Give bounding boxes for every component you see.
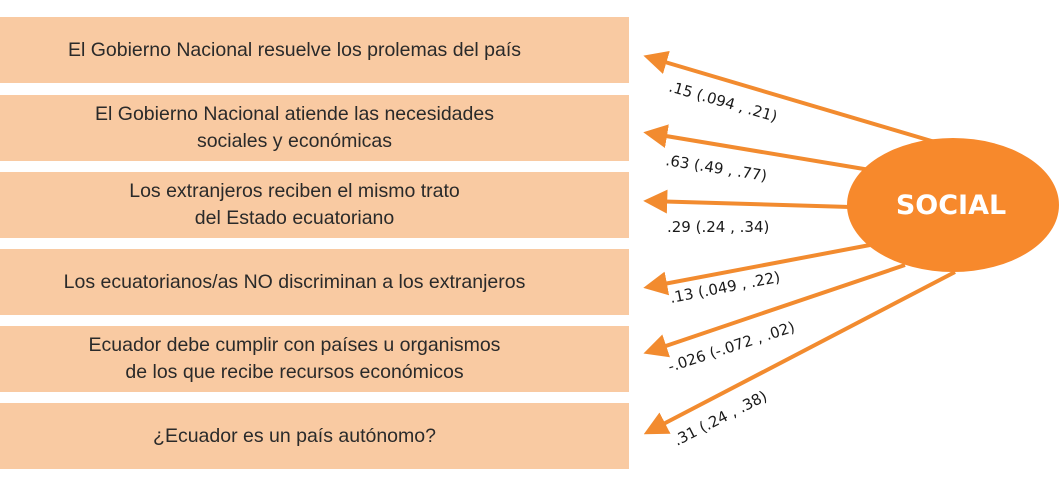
indicator-text-6: ¿Ecuador es un país autónomo? xyxy=(153,424,436,447)
path-arrow-6 xyxy=(643,270,956,435)
indicator-box-2: El Gobierno Nacional atiende las necesid… xyxy=(0,95,629,161)
indicator-box-3: Los extranjeros reciben el mismo trato d… xyxy=(0,172,629,238)
indicator-text-1: El Gobierno Nacional resuelve los prolem… xyxy=(67,38,522,61)
coef-label-1: .15 (.094 , .21) xyxy=(667,78,780,126)
path-arrow-4 xyxy=(643,243,871,296)
indicator-text-3: Los extranjeros reciben el mismo trato d… xyxy=(129,180,460,229)
path-arrow-3 xyxy=(643,189,851,214)
indicator-text-4: Los ecuatorianos/as NO discriminan a los… xyxy=(63,270,526,293)
indicator-text-5: Ecuador debe cumplir con países u organi… xyxy=(88,334,501,383)
indicator-box-4: Los ecuatorianos/as NO discriminan a los… xyxy=(0,249,629,315)
indicator-box-1: El Gobierno Nacional resuelve los prolem… xyxy=(0,17,629,83)
coef-label-3: .29 (.24 , .34) xyxy=(667,218,769,236)
path-arrow-1 xyxy=(643,50,946,147)
coef-label-2: .63 (.49 , .77) xyxy=(664,151,768,185)
coef-label-5: -.026 (-.072 , .02) xyxy=(666,318,797,376)
indicator-box-6: ¿Ecuador es un país autónomo? xyxy=(0,403,629,469)
coef-label-6: .31 (.24 , .38) xyxy=(671,387,770,450)
factor-label: SOCIAL xyxy=(896,190,1006,221)
indicator-text-2: El Gobierno Nacional atiende las necesid… xyxy=(95,103,494,152)
indicator-box-5: Ecuador debe cumplir con países u organi… xyxy=(0,326,629,392)
path-arrow-5 xyxy=(643,263,906,358)
path-arrow-2 xyxy=(643,124,871,172)
coef-label-4: .13 (.049 , .22) xyxy=(668,268,781,307)
factor-node xyxy=(847,138,1059,272)
